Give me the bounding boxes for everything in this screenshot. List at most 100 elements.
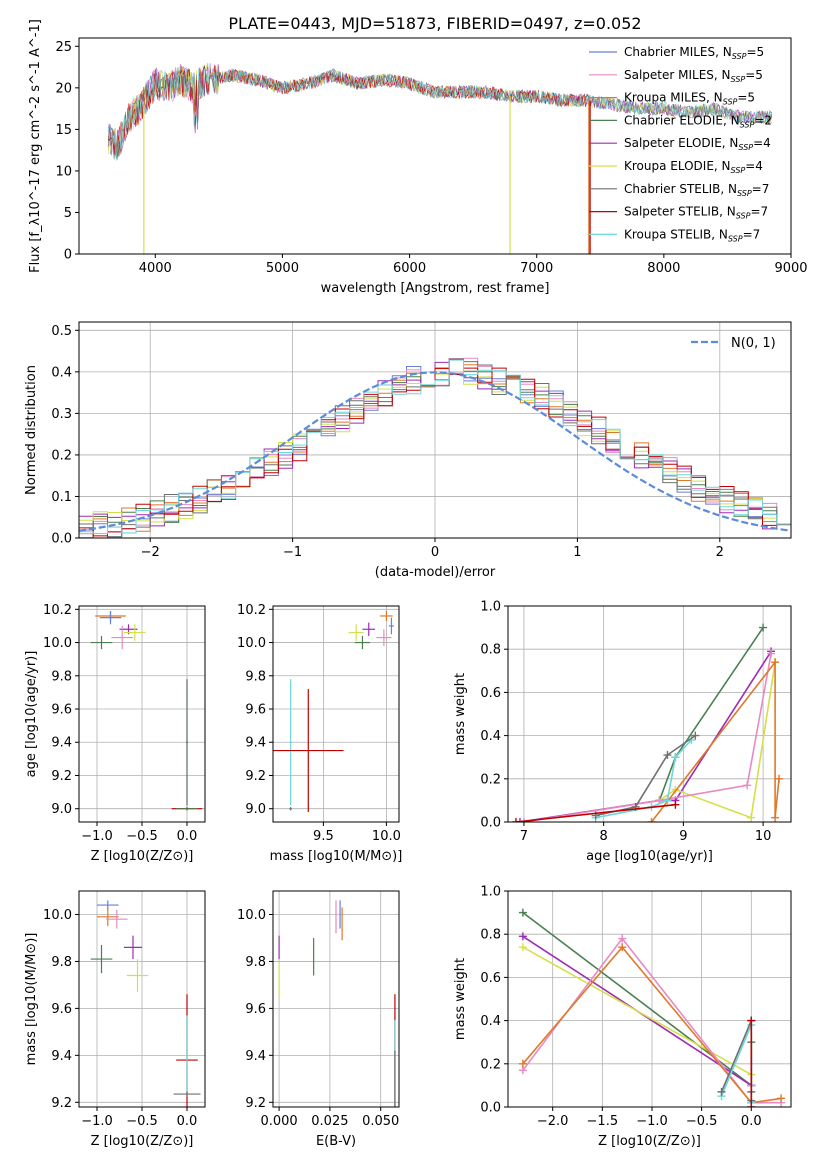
y-tick-label: 9.8 xyxy=(245,955,266,970)
y-tick-label: 25 xyxy=(55,40,72,55)
y-axis-label: Normed distribution xyxy=(24,365,39,495)
weight-marker xyxy=(767,649,776,658)
legend-entry: Chabrier STELIB, NSSP=7 xyxy=(624,182,769,198)
x-tick-label: −1.5 xyxy=(587,1114,619,1129)
y-tick-label: 10.0 xyxy=(43,636,72,651)
x-axis-label: Z [log10(Z/Z⊙)] xyxy=(91,1134,194,1149)
x-tick-label: 10 xyxy=(755,829,772,844)
y-tick-label: 0.0 xyxy=(480,816,501,831)
x-tick-label: 0.0 xyxy=(177,829,198,844)
weight-series-line xyxy=(595,734,696,817)
legend-entry: Chabrier MILES, NSSP=5 xyxy=(624,45,764,61)
y-axis-label: mass weight xyxy=(453,958,468,1040)
y-tick-label: 1.0 xyxy=(480,885,501,900)
weight-marker xyxy=(743,781,752,790)
y-tick-label: 0.4 xyxy=(480,729,501,744)
plot-area xyxy=(273,610,394,813)
weight-marker xyxy=(747,1103,756,1107)
x-axis-label: Z [log10(Z/Z⊙)] xyxy=(91,849,194,864)
weight-series-line xyxy=(515,803,676,822)
x-tick-label: 5000 xyxy=(266,261,299,276)
weight-marker xyxy=(747,1016,756,1025)
weight-marker xyxy=(691,731,700,740)
x-tick-label: −2.0 xyxy=(537,1114,569,1129)
weight-marker xyxy=(518,1059,527,1068)
y-tick-label: 5 xyxy=(64,206,72,221)
plot-area xyxy=(511,623,784,822)
plot-area xyxy=(278,900,396,1107)
y-axis-label: age [log10(age/yr)] xyxy=(24,651,39,778)
weight-marker xyxy=(518,943,527,952)
x-tick-label: 0 xyxy=(431,545,439,560)
y-tick-label: 0.0 xyxy=(51,532,72,547)
axes-frame xyxy=(507,890,792,1108)
x-axis-label: E(B-V) xyxy=(316,1134,356,1149)
x-tick-label: 8000 xyxy=(647,261,680,276)
y-tick-label: 9.6 xyxy=(245,1002,266,1017)
weight-series-line xyxy=(522,945,782,1104)
legend-entry: Chabrier ELODIE, NSSP=2 xyxy=(624,113,772,129)
axes-frame xyxy=(78,890,206,1108)
y-tick-label: 0.4 xyxy=(51,365,72,380)
y-tick-label: 0.2 xyxy=(480,1057,501,1072)
spectrum-series-line xyxy=(107,68,773,161)
y-tick-label: 0.0 xyxy=(480,1101,501,1116)
panel-age-vs-weight: 7 8 9 10 0.0 0.2 0.4 0.6 0.8 1.0 age [log10(age/yr… xyxy=(453,600,792,864)
legend-entry: Kroupa MILES, NSSP=5 xyxy=(624,91,755,107)
x-tick-label: 0.0 xyxy=(741,1114,762,1129)
legend-entry: Kroupa STELIB, NSSP=7 xyxy=(624,227,760,243)
weight-series-line xyxy=(519,650,772,822)
panel-z-vs-age: −1.0 −0.5 0.0 9.0 9.2 9.4 9.6 9.8 10.0 10.2 Z [log… xyxy=(24,603,206,864)
x-tick-label: 1 xyxy=(573,545,581,560)
y-tick-label: 9.2 xyxy=(51,769,72,784)
y-tick-label: 0.8 xyxy=(480,643,501,658)
x-tick-label: 2 xyxy=(716,545,724,560)
x-tick-label: 6000 xyxy=(393,261,426,276)
histogram-step-series xyxy=(79,367,791,537)
gaussian-curve xyxy=(79,371,791,532)
y-tick-label: 9.0 xyxy=(245,802,266,817)
y-tick-label: 0 xyxy=(64,248,72,263)
x-tick-label: 0.000 xyxy=(260,1114,297,1129)
y-tick-label: 0.6 xyxy=(480,686,501,701)
y-tick-label: 9.2 xyxy=(245,769,266,784)
x-tick-label: 10.0 xyxy=(372,829,401,844)
y-tick-label: 9.6 xyxy=(51,1002,72,1017)
x-tick-label: 8 xyxy=(600,829,608,844)
weight-marker xyxy=(518,932,527,941)
y-tick-label: 0.8 xyxy=(480,928,501,943)
y-tick-label: 10.2 xyxy=(237,603,266,618)
y-tick-label: 9.4 xyxy=(245,736,266,751)
plot-area xyxy=(107,63,773,254)
y-tick-label: 10.0 xyxy=(237,908,266,923)
legend-entry: Salpeter ELODIE, NSSP=4 xyxy=(624,136,771,152)
weight-marker xyxy=(777,1094,786,1103)
weight-marker xyxy=(618,934,627,943)
x-tick-label: −2 xyxy=(141,545,160,560)
y-tick-label: 9.0 xyxy=(51,802,72,817)
y-axis-label: Flux [f_λ10^-17 erg cm^-2 s^-1 A^-1] xyxy=(28,19,43,273)
histogram-step-series xyxy=(79,359,791,538)
axes-frame xyxy=(272,890,400,1108)
x-axis-label: age [log10(age/yr)] xyxy=(586,849,713,864)
plot-area xyxy=(79,357,791,538)
gaussian-legend-label: N(0, 1) xyxy=(731,336,776,351)
x-tick-label: −1.0 xyxy=(636,1114,668,1129)
plot-area xyxy=(518,908,786,1107)
x-axis-label: mass [log10(M/M⊙)] xyxy=(270,849,403,864)
panel-residual-histogram: −2 −1 0 1 2 0.0 0.1 0.2 0.3 0.4 0.5 (data-model)/er… xyxy=(24,321,792,580)
y-tick-label: 0.2 xyxy=(51,448,72,463)
legend-entry: Salpeter MILES, NSSP=5 xyxy=(624,68,763,84)
y-tick-label: 9.8 xyxy=(51,955,72,970)
y-tick-label: 9.8 xyxy=(51,669,72,684)
weight-series-line xyxy=(523,653,772,822)
axes-frame xyxy=(78,321,792,539)
x-tick-label: −0.5 xyxy=(126,829,158,844)
weight-marker xyxy=(771,658,780,667)
weight-marker xyxy=(647,818,656,822)
panel-z-vs-weight: −2.0 −1.5 −1.0 −0.5 0.0 0.0 0.2 0.4 0.6 0.8 1.0 Z [… xyxy=(453,885,792,1149)
x-tick-label: 9000 xyxy=(774,261,807,276)
y-tick-label: 9.6 xyxy=(51,703,72,718)
x-axis-label: Z [log10(Z/Z⊙)] xyxy=(598,1134,701,1149)
y-tick-label: 15 xyxy=(55,123,72,138)
